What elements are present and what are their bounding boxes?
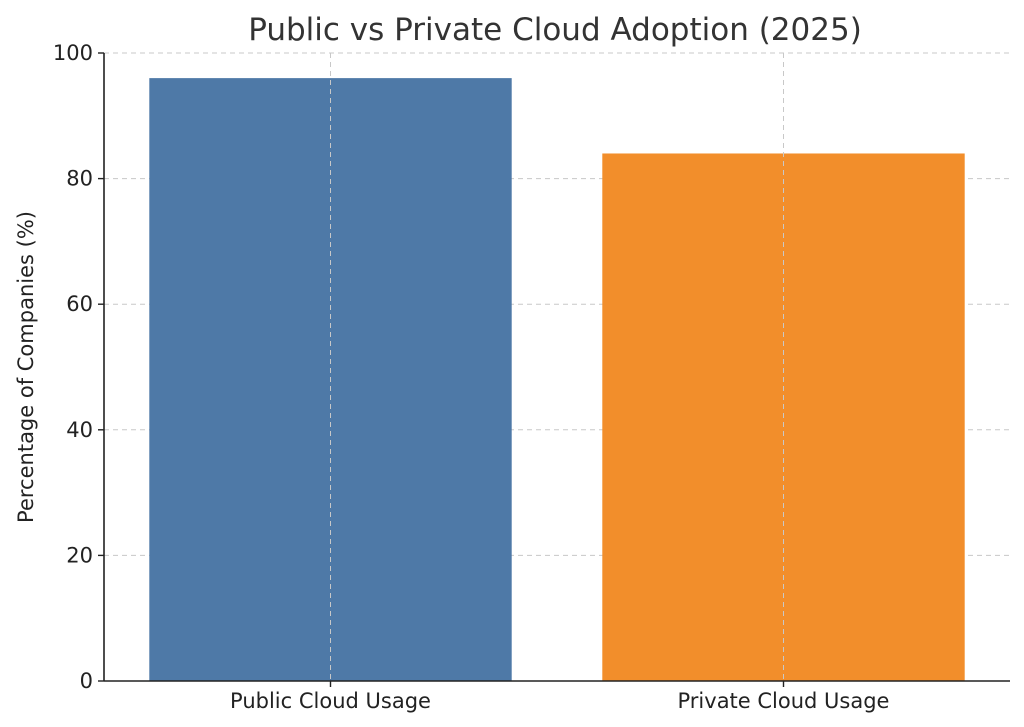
- ticks-layer: 0 20 40 60 80 100 Public Cloud Usage Private Cl…: [53, 41, 890, 713]
- grid-layer: [104, 52, 1010, 556]
- axes-layer: [103, 53, 1010, 682]
- y-tick-label: 80: [66, 167, 93, 191]
- y-tick-label: 100: [53, 41, 93, 65]
- x-tick-label: Public Cloud Usage: [230, 689, 431, 713]
- y-tick-label: 0: [80, 669, 93, 693]
- chart-title: Public vs Private Cloud Adoption (2025): [248, 12, 862, 48]
- y-tick-label: 40: [66, 418, 93, 442]
- vertical-grid-layer: [330, 53, 784, 681]
- y-tick-label: 60: [66, 292, 93, 316]
- y-axis-label: Percentage of Companies (%): [14, 211, 38, 523]
- x-tick-label: Private Cloud Usage: [678, 689, 890, 713]
- y-tick-label: 20: [66, 543, 93, 567]
- bars-layer: [149, 78, 965, 682]
